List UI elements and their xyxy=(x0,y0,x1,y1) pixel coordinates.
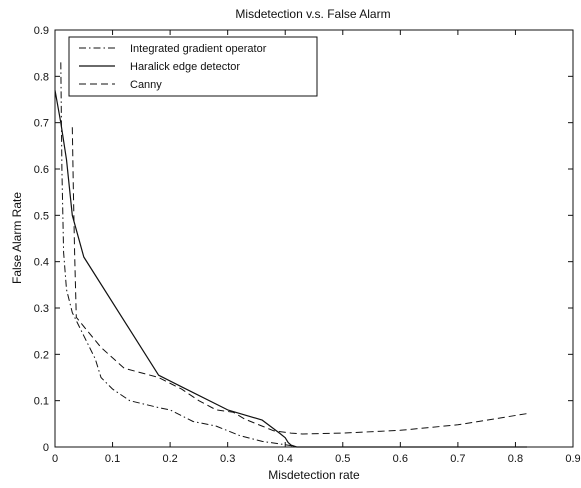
y-axis-ticks: 0 0.1 0.2 0.3 0.4 0.5 0.6 0.7 0.8 0.9 xyxy=(34,25,573,454)
y-tick-label: 0.6 xyxy=(34,164,49,176)
x-tick-label: 0.3 xyxy=(220,453,235,465)
legend-label-canny: Canny xyxy=(130,79,162,91)
y-tick-label: 0.2 xyxy=(34,349,49,361)
x-tick-label: 0.6 xyxy=(393,453,408,465)
y-tick-label: 0.5 xyxy=(34,210,49,222)
x-tick-label: 0.8 xyxy=(508,453,523,465)
series-line-integrated-gradient xyxy=(60,62,527,448)
series-line-haralick xyxy=(54,90,527,448)
legend: Integrated gradient operator Haralick ed… xyxy=(68,36,318,97)
legend-label-haralick: Haralick edge detector xyxy=(130,61,240,73)
x-tick-label: 0.5 xyxy=(335,453,350,465)
y-axis-title: False Alarm Rate xyxy=(10,192,24,284)
y-tick-label: 0.9 xyxy=(34,25,49,37)
y-tick-label: 0.8 xyxy=(34,71,49,83)
x-tick-label: 0.2 xyxy=(162,453,177,465)
x-tick-label: 0.1 xyxy=(105,453,120,465)
series-line-canny xyxy=(71,127,528,435)
chart-title: Misdetection v.s. False Alarm xyxy=(235,7,390,21)
y-tick-label: 0.7 xyxy=(34,118,49,130)
y-tick-label: 0.1 xyxy=(34,396,49,408)
y-tick-label: 0 xyxy=(43,442,49,454)
x-tick-label: 0.7 xyxy=(450,453,465,465)
x-tick-label: 0.4 xyxy=(278,453,293,465)
y-tick-label: 0.3 xyxy=(34,303,49,315)
series-layer xyxy=(54,62,528,448)
x-tick-label: 0.9 xyxy=(565,453,580,465)
legend-label-integrated-gradient: Integrated gradient operator xyxy=(130,43,267,55)
x-axis-ticks: 0 0.1 0.2 0.3 0.4 0.5 0.6 0.7 0.8 0.9 xyxy=(52,30,581,465)
x-tick-label: 0 xyxy=(52,453,58,465)
x-axis-title: Misdetection rate xyxy=(268,468,360,482)
y-tick-label: 0.4 xyxy=(34,257,49,269)
